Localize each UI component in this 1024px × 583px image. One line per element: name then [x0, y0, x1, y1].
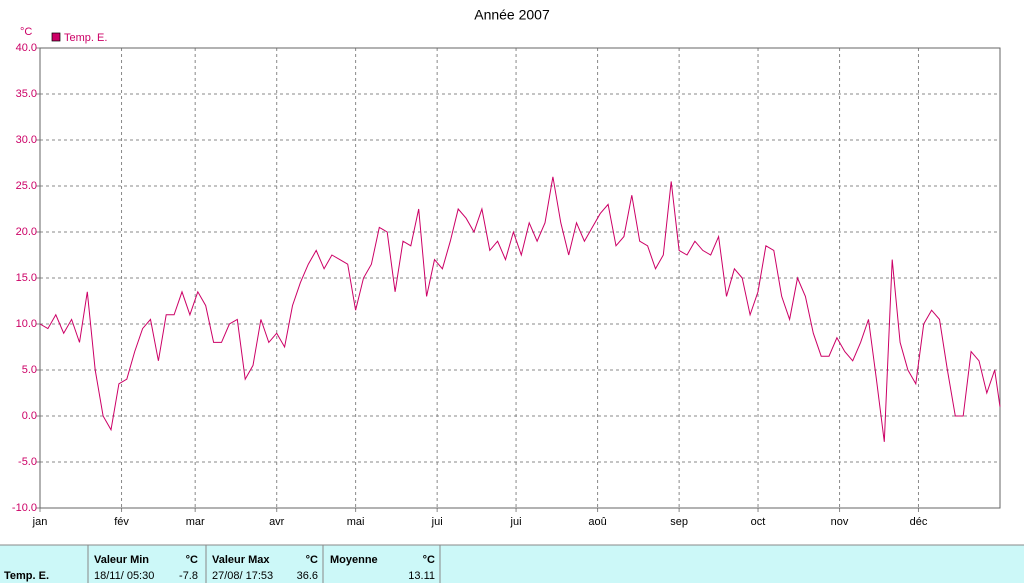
plot-frame — [39, 47, 1001, 509]
y-tick-label: 25.0 — [16, 180, 37, 192]
y-tick-label: -10.0 — [12, 502, 37, 514]
table-header: °C — [423, 554, 435, 566]
chart-title: Année 2007 — [474, 7, 550, 23]
y-tick-label: 30.0 — [16, 134, 37, 146]
y-tick-label: 20.0 — [16, 226, 37, 238]
y-tick-label: 35.0 — [16, 88, 37, 100]
data-line — [39, 176, 1001, 442]
table-cell: 13.11 — [408, 570, 435, 582]
table-background — [0, 545, 1024, 583]
x-tick-label: oct — [751, 516, 766, 528]
table-row-label: Temp. E. — [4, 570, 49, 582]
y-tick-label: -5.0 — [18, 456, 37, 468]
table-header: °C — [186, 554, 198, 566]
x-tick-label: nov — [831, 516, 849, 528]
x-tick-label: jui — [431, 516, 443, 528]
y-tick-label: 40.0 — [16, 42, 37, 54]
y-tick-label: 15.0 — [16, 272, 37, 284]
x-tick-label: déc — [910, 516, 928, 528]
legend-label: Temp. E. — [64, 32, 107, 44]
y-tick-label: 10.0 — [16, 318, 37, 330]
table-cell: -7.8 — [179, 570, 198, 582]
table-cell: 27/08/ 17:53 — [212, 570, 273, 582]
y-tick-label: 5.0 — [22, 364, 37, 376]
x-tick-label: mai — [347, 516, 365, 528]
table-header: Valeur Min — [94, 554, 149, 566]
table-cell: 18/11/ 05:30 — [94, 570, 154, 582]
table-cell: 36.6 — [297, 570, 318, 582]
x-tick-label: avr — [269, 516, 285, 528]
x-tick-label: mar — [186, 516, 205, 528]
x-tick-label: sep — [670, 516, 688, 528]
y-axis-unit: °C — [20, 26, 32, 38]
x-tick-label: aoû — [588, 516, 606, 528]
y-tick-label: 0.0 — [22, 410, 37, 422]
x-tick-label: jan — [32, 516, 48, 528]
table-header: °C — [306, 554, 318, 566]
table-header: Valeur Max — [212, 554, 270, 566]
x-tick-label: jui — [510, 516, 522, 528]
x-tick-label: fév — [114, 516, 129, 528]
table-header: Moyenne — [330, 554, 378, 566]
legend-swatch — [51, 32, 61, 42]
